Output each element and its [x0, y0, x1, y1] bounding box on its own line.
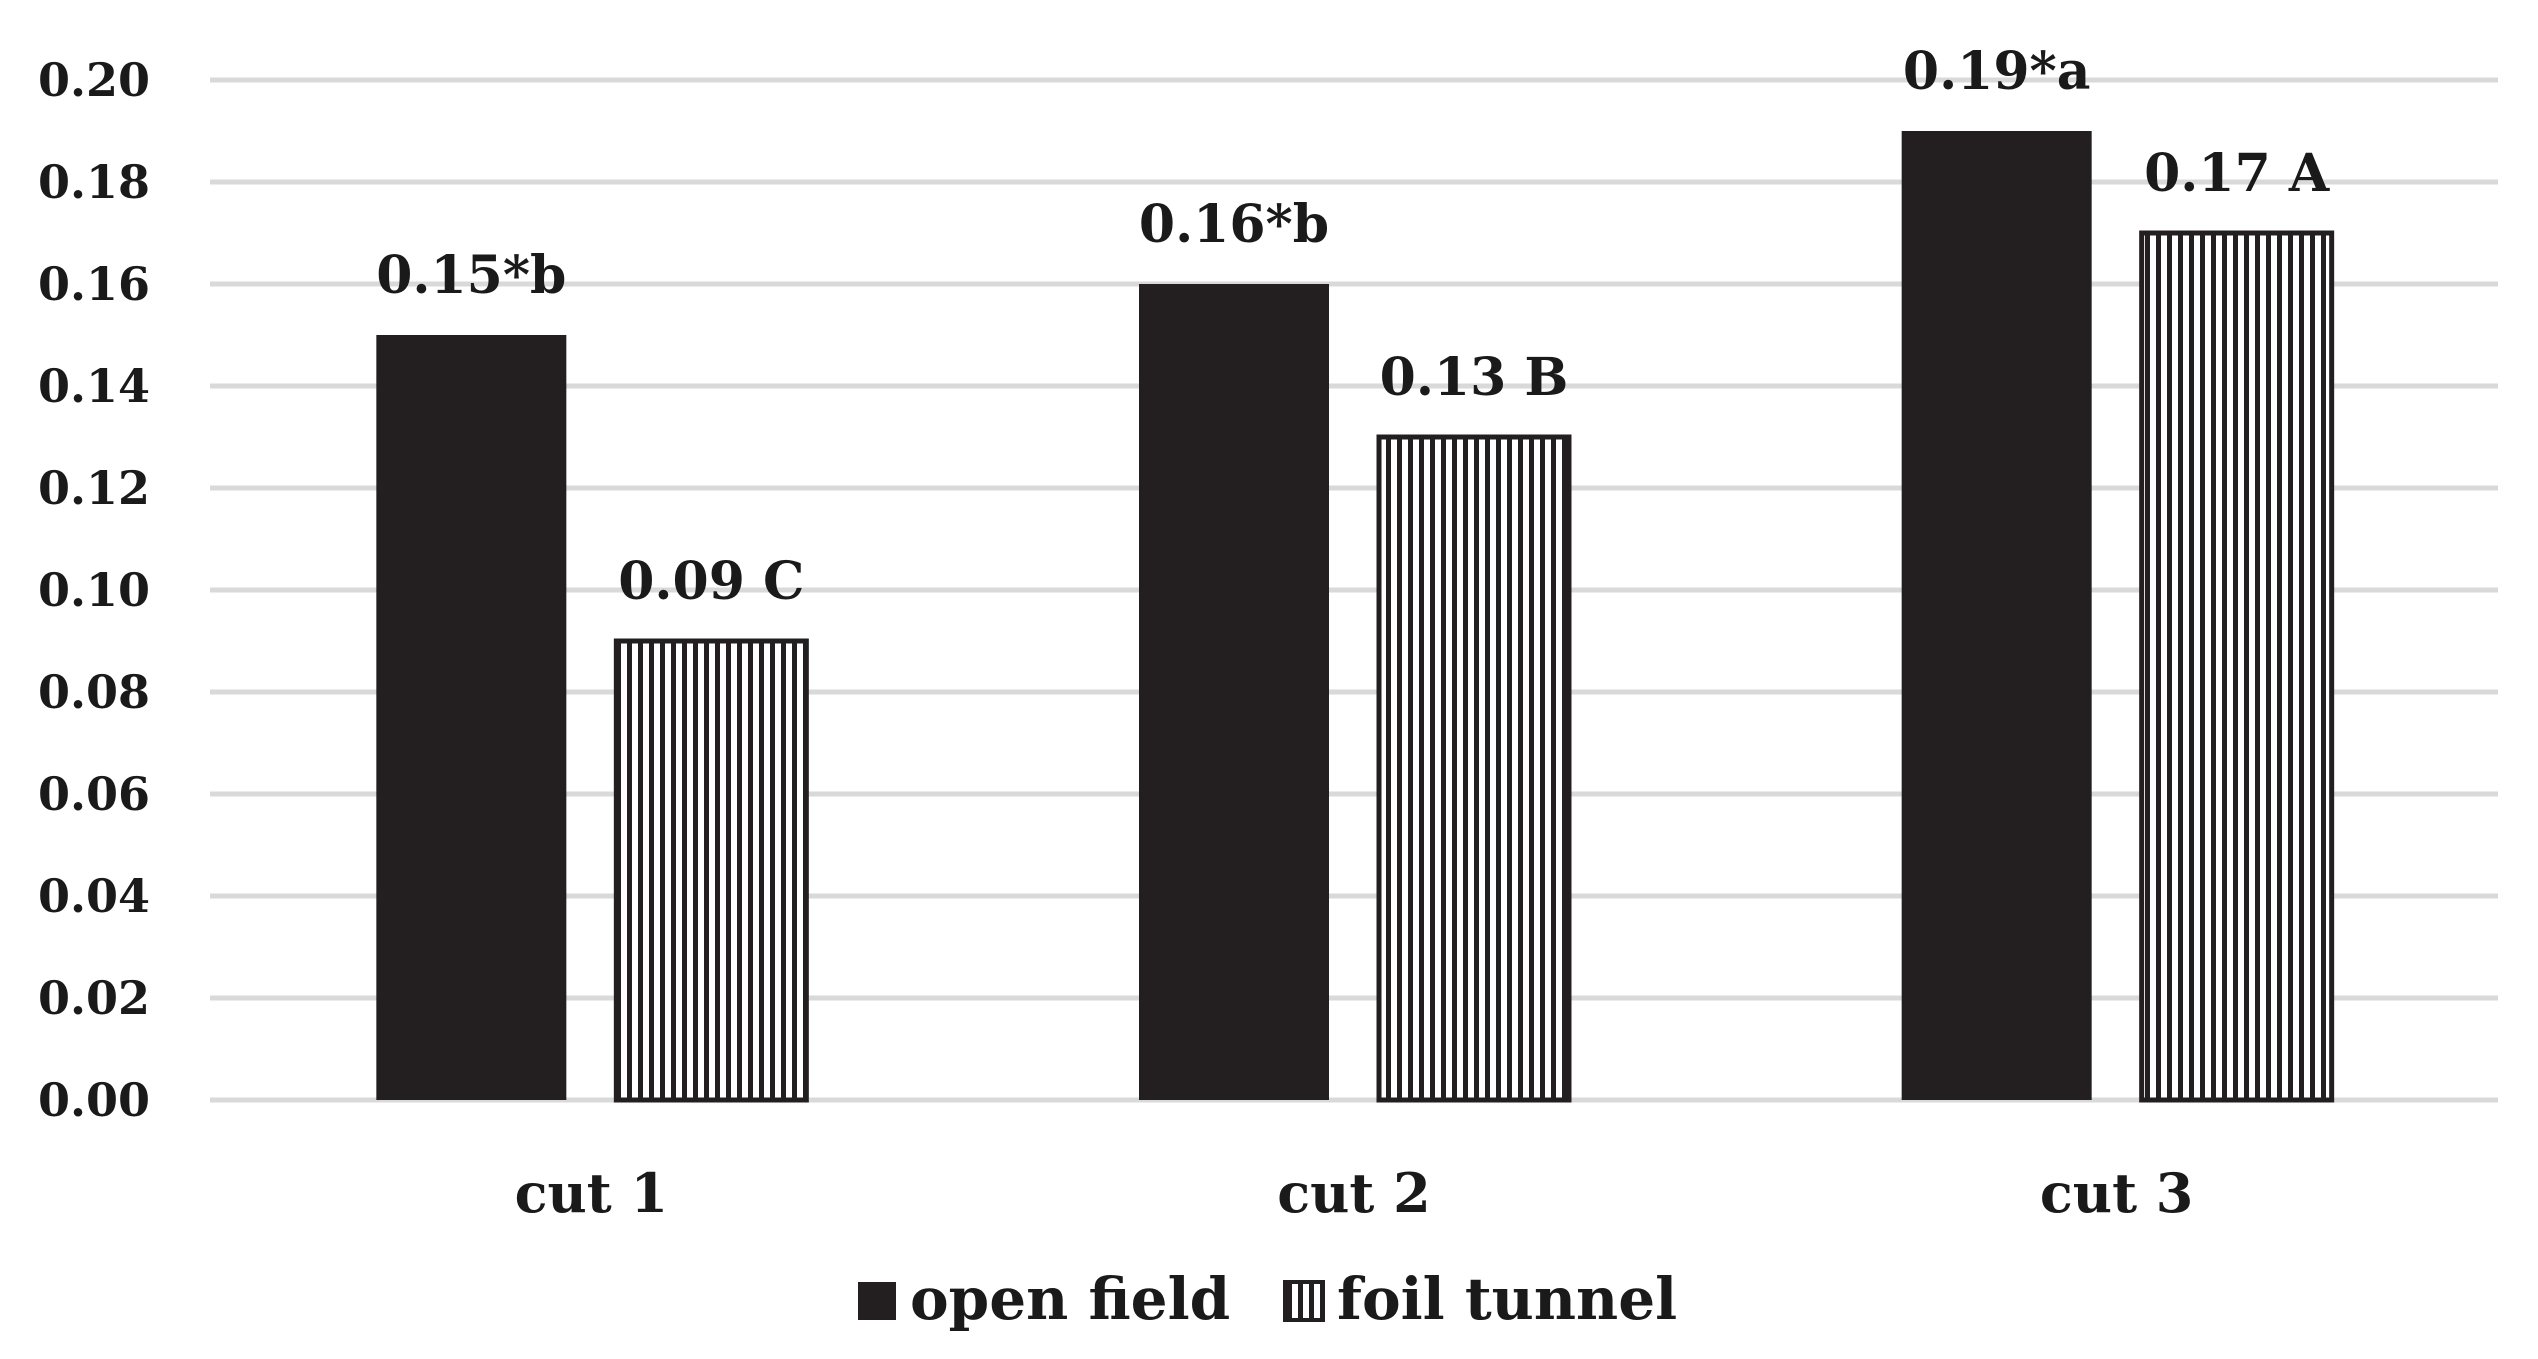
bar-open-field	[376, 335, 567, 1100]
bar-foil-tunnel	[2139, 230, 2335, 1103]
data-label: 0.19*a	[1903, 41, 2091, 102]
y-tick-label: 0.00	[38, 1073, 150, 1127]
bar-foil-tunnel	[1376, 434, 1572, 1103]
legend: open field foil tunnel	[858, 1265, 1677, 1333]
data-label: 0.16*b	[1139, 194, 1329, 255]
data-labels: 0.15*b 0.09 C 0.16*b 0.13 B 0.19*a 0.17 A	[376, 41, 2330, 612]
y-tick-label: 0.12	[38, 461, 150, 515]
y-tick-label: 0.14	[38, 359, 150, 413]
x-axis-category-labels: cut 1 cut 2 cut 3	[515, 1161, 2194, 1225]
x-category-label: cut 2	[1277, 1161, 1430, 1225]
y-tick-label: 0.02	[38, 971, 150, 1025]
y-tick-label: 0.18	[38, 155, 150, 209]
data-label: 0.13 B	[1380, 347, 1569, 408]
y-tick-label: 0.06	[38, 767, 150, 821]
bar-open-field	[1139, 284, 1329, 1100]
bar-foil-tunnel	[613, 638, 809, 1103]
y-tick-label: 0.08	[38, 665, 150, 719]
y-axis-tick-labels: 0.00 0.02 0.04 0.06 0.08 0.10 0.12 0.14 0.16 0.18…	[38, 53, 150, 1127]
y-tick-label: 0.04	[38, 869, 150, 923]
x-category-label: cut 3	[2040, 1161, 2193, 1225]
data-label: 0.09 C	[618, 551, 804, 612]
legend-swatch-foil-tunnel	[1283, 1280, 1325, 1322]
y-tick-label: 0.10	[38, 563, 150, 617]
x-category-label: cut 1	[515, 1161, 668, 1225]
y-tick-label: 0.16	[38, 257, 150, 311]
legend-label: foil tunnel	[1337, 1265, 1677, 1333]
legend-label: open field	[910, 1265, 1230, 1333]
legend-swatch-open-field	[858, 1282, 896, 1320]
bar-open-field	[1901, 131, 2092, 1100]
data-label: 0.17 A	[2144, 143, 2330, 204]
y-tick-label: 0.20	[38, 53, 150, 107]
data-label: 0.15*b	[376, 245, 566, 306]
bars	[376, 131, 2335, 1103]
gridlines	[210, 77, 2498, 1103]
